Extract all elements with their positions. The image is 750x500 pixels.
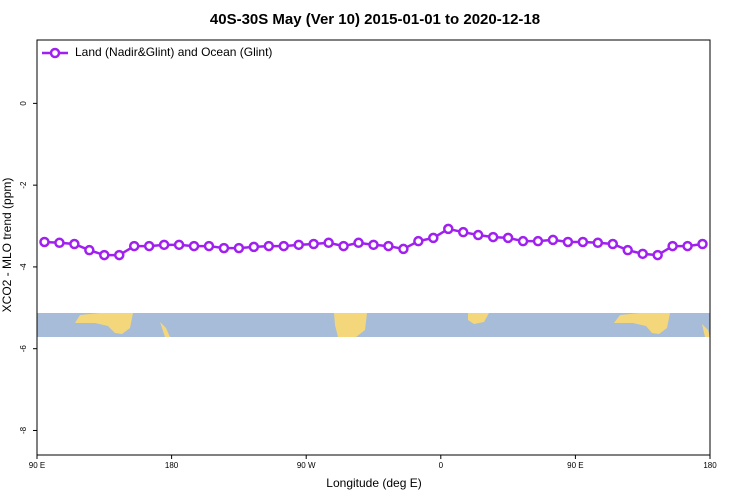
plot-frame (36, 39, 711, 456)
x-tick-label: 90 W (297, 461, 316, 470)
y-tick-label: -2 (19, 181, 28, 189)
data-point (39, 236, 50, 248)
data-point (577, 236, 589, 248)
data-point (114, 249, 125, 261)
data-point (54, 237, 65, 249)
data-point (353, 237, 364, 249)
legend-marker (49, 47, 61, 59)
data-point (398, 243, 409, 255)
ocean-strip (37, 313, 710, 337)
data-point (517, 235, 529, 247)
data-point (128, 240, 140, 252)
land-australia-2 (614, 313, 670, 334)
y-axis-label: XCO2 - MLO trend (ppm) (0, 178, 14, 313)
data-point (143, 240, 155, 252)
land-nz (160, 322, 170, 337)
data-point (99, 249, 110, 261)
land-africa (468, 313, 489, 324)
data-point (547, 234, 559, 246)
data-point (338, 240, 349, 252)
data-point (293, 239, 304, 251)
data-point (428, 232, 439, 244)
data-point (502, 232, 514, 244)
data-point (383, 240, 394, 252)
data-point (218, 242, 230, 254)
x-tick-label: 0 (439, 461, 444, 470)
data-point (652, 249, 663, 261)
x-axis-label: Longitude (deg E) (326, 476, 421, 490)
y-tick-label: 0 (19, 101, 28, 106)
data-point (308, 238, 319, 250)
data-point (278, 240, 290, 252)
y-tick-label: -4 (19, 263, 28, 271)
data-point (667, 240, 678, 252)
data-point (69, 238, 80, 250)
land-nz-2 (702, 324, 710, 337)
data-point (203, 240, 215, 252)
data-point (368, 239, 379, 251)
map-strip (37, 313, 710, 337)
data-point (532, 235, 544, 247)
data-point (263, 240, 275, 252)
data-point (562, 236, 574, 248)
data-point (697, 238, 708, 250)
data-point (233, 242, 245, 254)
data-point (472, 229, 484, 241)
data-point (443, 223, 454, 235)
data-point (457, 226, 469, 238)
data-point (188, 240, 200, 252)
data-point (158, 239, 170, 251)
data-point (323, 237, 334, 249)
x-tick-label: 90 E (29, 461, 45, 470)
y-tick-label: -8 (19, 426, 28, 434)
data-point (487, 231, 499, 243)
data-point (622, 244, 633, 256)
x-tick-label: 180 (703, 461, 717, 470)
data-point (413, 235, 424, 247)
chart-title: 40S-30S May (Ver 10) 2015-01-01 to 2020-… (210, 11, 540, 28)
data-point (248, 241, 260, 253)
data-point (682, 240, 693, 252)
data-point (592, 237, 604, 249)
data-point (607, 238, 619, 250)
data-point (173, 239, 185, 251)
land-south-america (334, 313, 367, 337)
data-point (84, 244, 95, 256)
x-tick-label: 180 (165, 461, 179, 470)
land-australia (75, 313, 133, 334)
x-tick-label: 90 E (567, 461, 583, 470)
data-point (637, 248, 648, 260)
legend-label: Land (Nadir&Glint) and Ocean (Glint) (75, 45, 272, 59)
y-tick-label: -6 (19, 345, 28, 353)
